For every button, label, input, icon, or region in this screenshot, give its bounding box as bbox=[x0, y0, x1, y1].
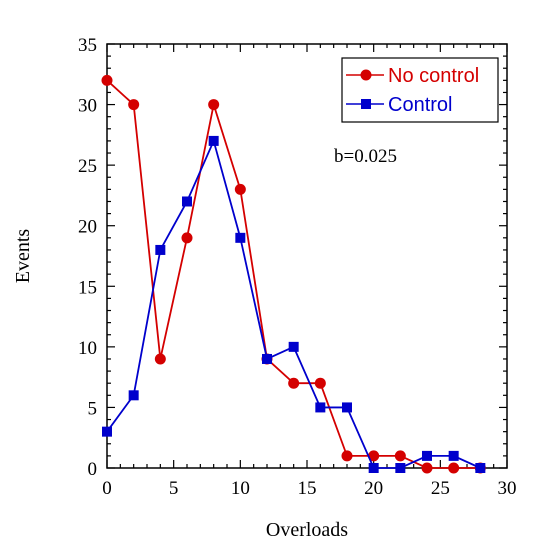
x-tick-label: 15 bbox=[298, 478, 317, 499]
y-tick-label: 0 bbox=[88, 459, 98, 480]
data-point-control bbox=[128, 390, 139, 401]
y-tick-label: 20 bbox=[78, 217, 97, 238]
data-point-control bbox=[368, 463, 379, 473]
x-tick-label: 20 bbox=[364, 478, 383, 499]
x-tick-label: 5 bbox=[169, 478, 179, 499]
data-point-control bbox=[395, 463, 406, 473]
x-axis-title: Overloads bbox=[266, 519, 348, 540]
y-tick-label: 30 bbox=[78, 96, 97, 117]
data-point-no-control bbox=[128, 99, 140, 111]
y-tick-label: 35 bbox=[78, 35, 97, 56]
series-line-control bbox=[106, 138, 481, 469]
data-point-no-control bbox=[181, 232, 193, 244]
x-tick-label: 10 bbox=[231, 478, 250, 499]
legend-entry-no-control: No control bbox=[346, 65, 479, 87]
x-tick-label: 25 bbox=[431, 478, 450, 499]
data-point-no-control bbox=[288, 377, 300, 389]
data-point-control bbox=[262, 353, 272, 364]
series-control bbox=[102, 135, 486, 473]
legend-entry-control: Control bbox=[346, 94, 452, 116]
legend-marker-control bbox=[361, 99, 371, 109]
data-point-control bbox=[475, 463, 486, 473]
y-tick-label: 5 bbox=[88, 398, 98, 419]
legend-marker-no-control bbox=[360, 69, 372, 81]
data-point-control bbox=[288, 341, 299, 352]
data-point-control bbox=[208, 135, 219, 146]
data-point-control bbox=[315, 402, 326, 413]
data-point-no-control bbox=[394, 450, 406, 462]
data-point-control bbox=[422, 450, 432, 461]
legend-label-no-control: No control bbox=[388, 65, 479, 87]
y-tick-label: 15 bbox=[78, 277, 97, 298]
legend: No control Control bbox=[341, 57, 499, 123]
data-point-control bbox=[342, 402, 352, 413]
tick-layer: 0 5 10 15 20 25 30 0 5 10 15 20 25 30 35 bbox=[78, 35, 517, 499]
data-point-no-control bbox=[101, 74, 113, 86]
y-tick-label: 25 bbox=[78, 156, 97, 177]
data-point-no-control bbox=[208, 99, 220, 111]
data-point-control bbox=[235, 232, 246, 243]
y-tick-label: 10 bbox=[78, 338, 97, 359]
data-point-no-control bbox=[341, 450, 353, 462]
data-point-no-control bbox=[421, 462, 433, 474]
data-point-no-control bbox=[314, 377, 326, 389]
series-layer bbox=[101, 74, 486, 474]
legend-box bbox=[341, 57, 499, 123]
x-tick-label: 0 bbox=[102, 478, 112, 499]
data-point-control bbox=[182, 196, 192, 207]
data-point-no-control bbox=[368, 450, 380, 462]
data-point-no-control bbox=[154, 353, 166, 365]
x-tick-label: 30 bbox=[498, 478, 517, 499]
data-point-control bbox=[448, 450, 459, 461]
data-point-control bbox=[155, 244, 166, 255]
series-line-no-control bbox=[106, 79, 481, 469]
series-no-control bbox=[101, 74, 486, 474]
annotation-b: b=0.025 bbox=[334, 146, 397, 167]
data-point-control bbox=[102, 426, 112, 437]
y-axis-title: Events bbox=[12, 229, 34, 284]
data-point-no-control bbox=[448, 462, 460, 474]
legend-label-control: Control bbox=[388, 94, 452, 116]
data-point-no-control bbox=[234, 183, 246, 195]
